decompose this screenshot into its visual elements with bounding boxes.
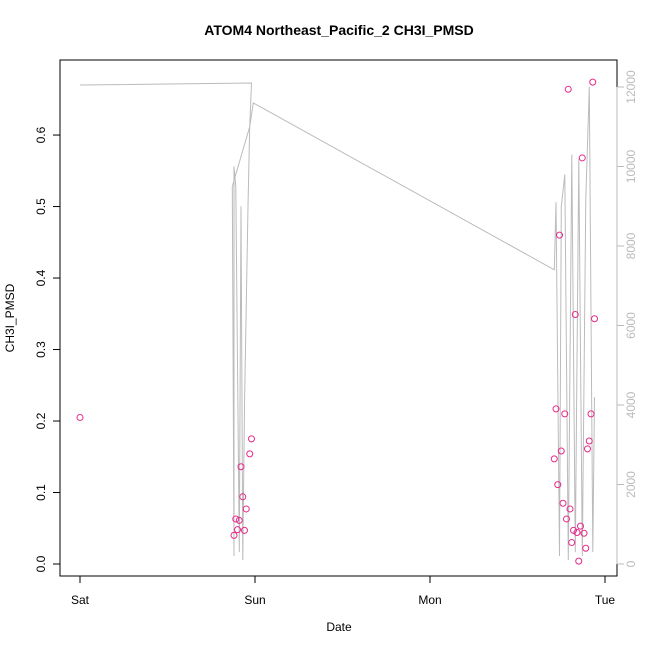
data-point [591,315,598,323]
y-tick-label: 0.5 [34,198,48,215]
data-point [566,505,574,513]
data-point [559,499,567,507]
data-point [246,450,254,458]
x-axis: Sat Sun Mon Tue [71,575,616,607]
data-point [587,410,595,418]
data-point [582,544,590,552]
data-point [242,505,250,513]
y-tick-label: 0.6 [34,126,48,143]
x-tick-label: Mon [418,593,441,607]
data-point [575,557,583,565]
y2-tick-label: 8000 [624,232,638,259]
data-point [241,526,248,534]
data-point [573,529,581,537]
data-point [577,522,584,530]
data-point [571,310,579,318]
y-tick-label: 0.0 [34,555,48,572]
data-point [568,539,576,547]
data-point [554,481,562,489]
data-point [248,435,255,443]
data-point [557,447,565,455]
line-series [79,82,595,561]
data-point [564,85,572,93]
data-point [232,515,240,523]
data-point [237,463,245,471]
data-point [589,78,597,86]
data-point [580,529,588,537]
data-point [561,410,569,418]
data-point [550,455,558,463]
y2-tick-label: 10000 [624,149,638,183]
data-point [556,231,563,239]
x-tick-label: Sat [71,593,90,607]
y-axis: 0.0 0.1 0.2 0.3 0.4 0.5 0.6 [34,126,61,572]
y2-tick-label: 0 [624,560,638,567]
data-point [230,531,238,539]
y-tick-label: 0.2 [34,412,48,429]
data-point [552,405,560,413]
data-point [584,445,591,453]
data-point [563,515,570,523]
data-point [235,516,243,524]
data-point [234,526,241,534]
data-point [76,413,84,421]
x-tick-label: Tue [595,593,616,607]
point-series [76,78,598,565]
series-line [79,82,595,561]
plot-frame [59,59,618,577]
data-point [585,437,593,445]
y-tick-label: 0.3 [34,341,48,358]
x-tick-label: Sun [244,593,265,607]
y-tick-label: 0.4 [34,269,48,286]
data-point [239,493,247,501]
y2-tick-label: 2000 [624,471,638,498]
y2-axis: 0 2000 4000 6000 8000 10000 12000 [616,70,638,567]
x-axis-title: Date [326,620,352,634]
y-axis-title: CH3I_PMSD [3,283,17,352]
data-point [570,526,577,534]
y2-tick-label: 12000 [624,70,638,104]
chart-title: ATOM4 Northeast_Pacific_2 CH3I_PMSD [204,22,473,38]
y2-tick-label: 4000 [624,391,638,418]
data-point [578,154,586,162]
y2-tick-label: 6000 [624,312,638,339]
y-tick-label: 0.1 [34,484,48,501]
